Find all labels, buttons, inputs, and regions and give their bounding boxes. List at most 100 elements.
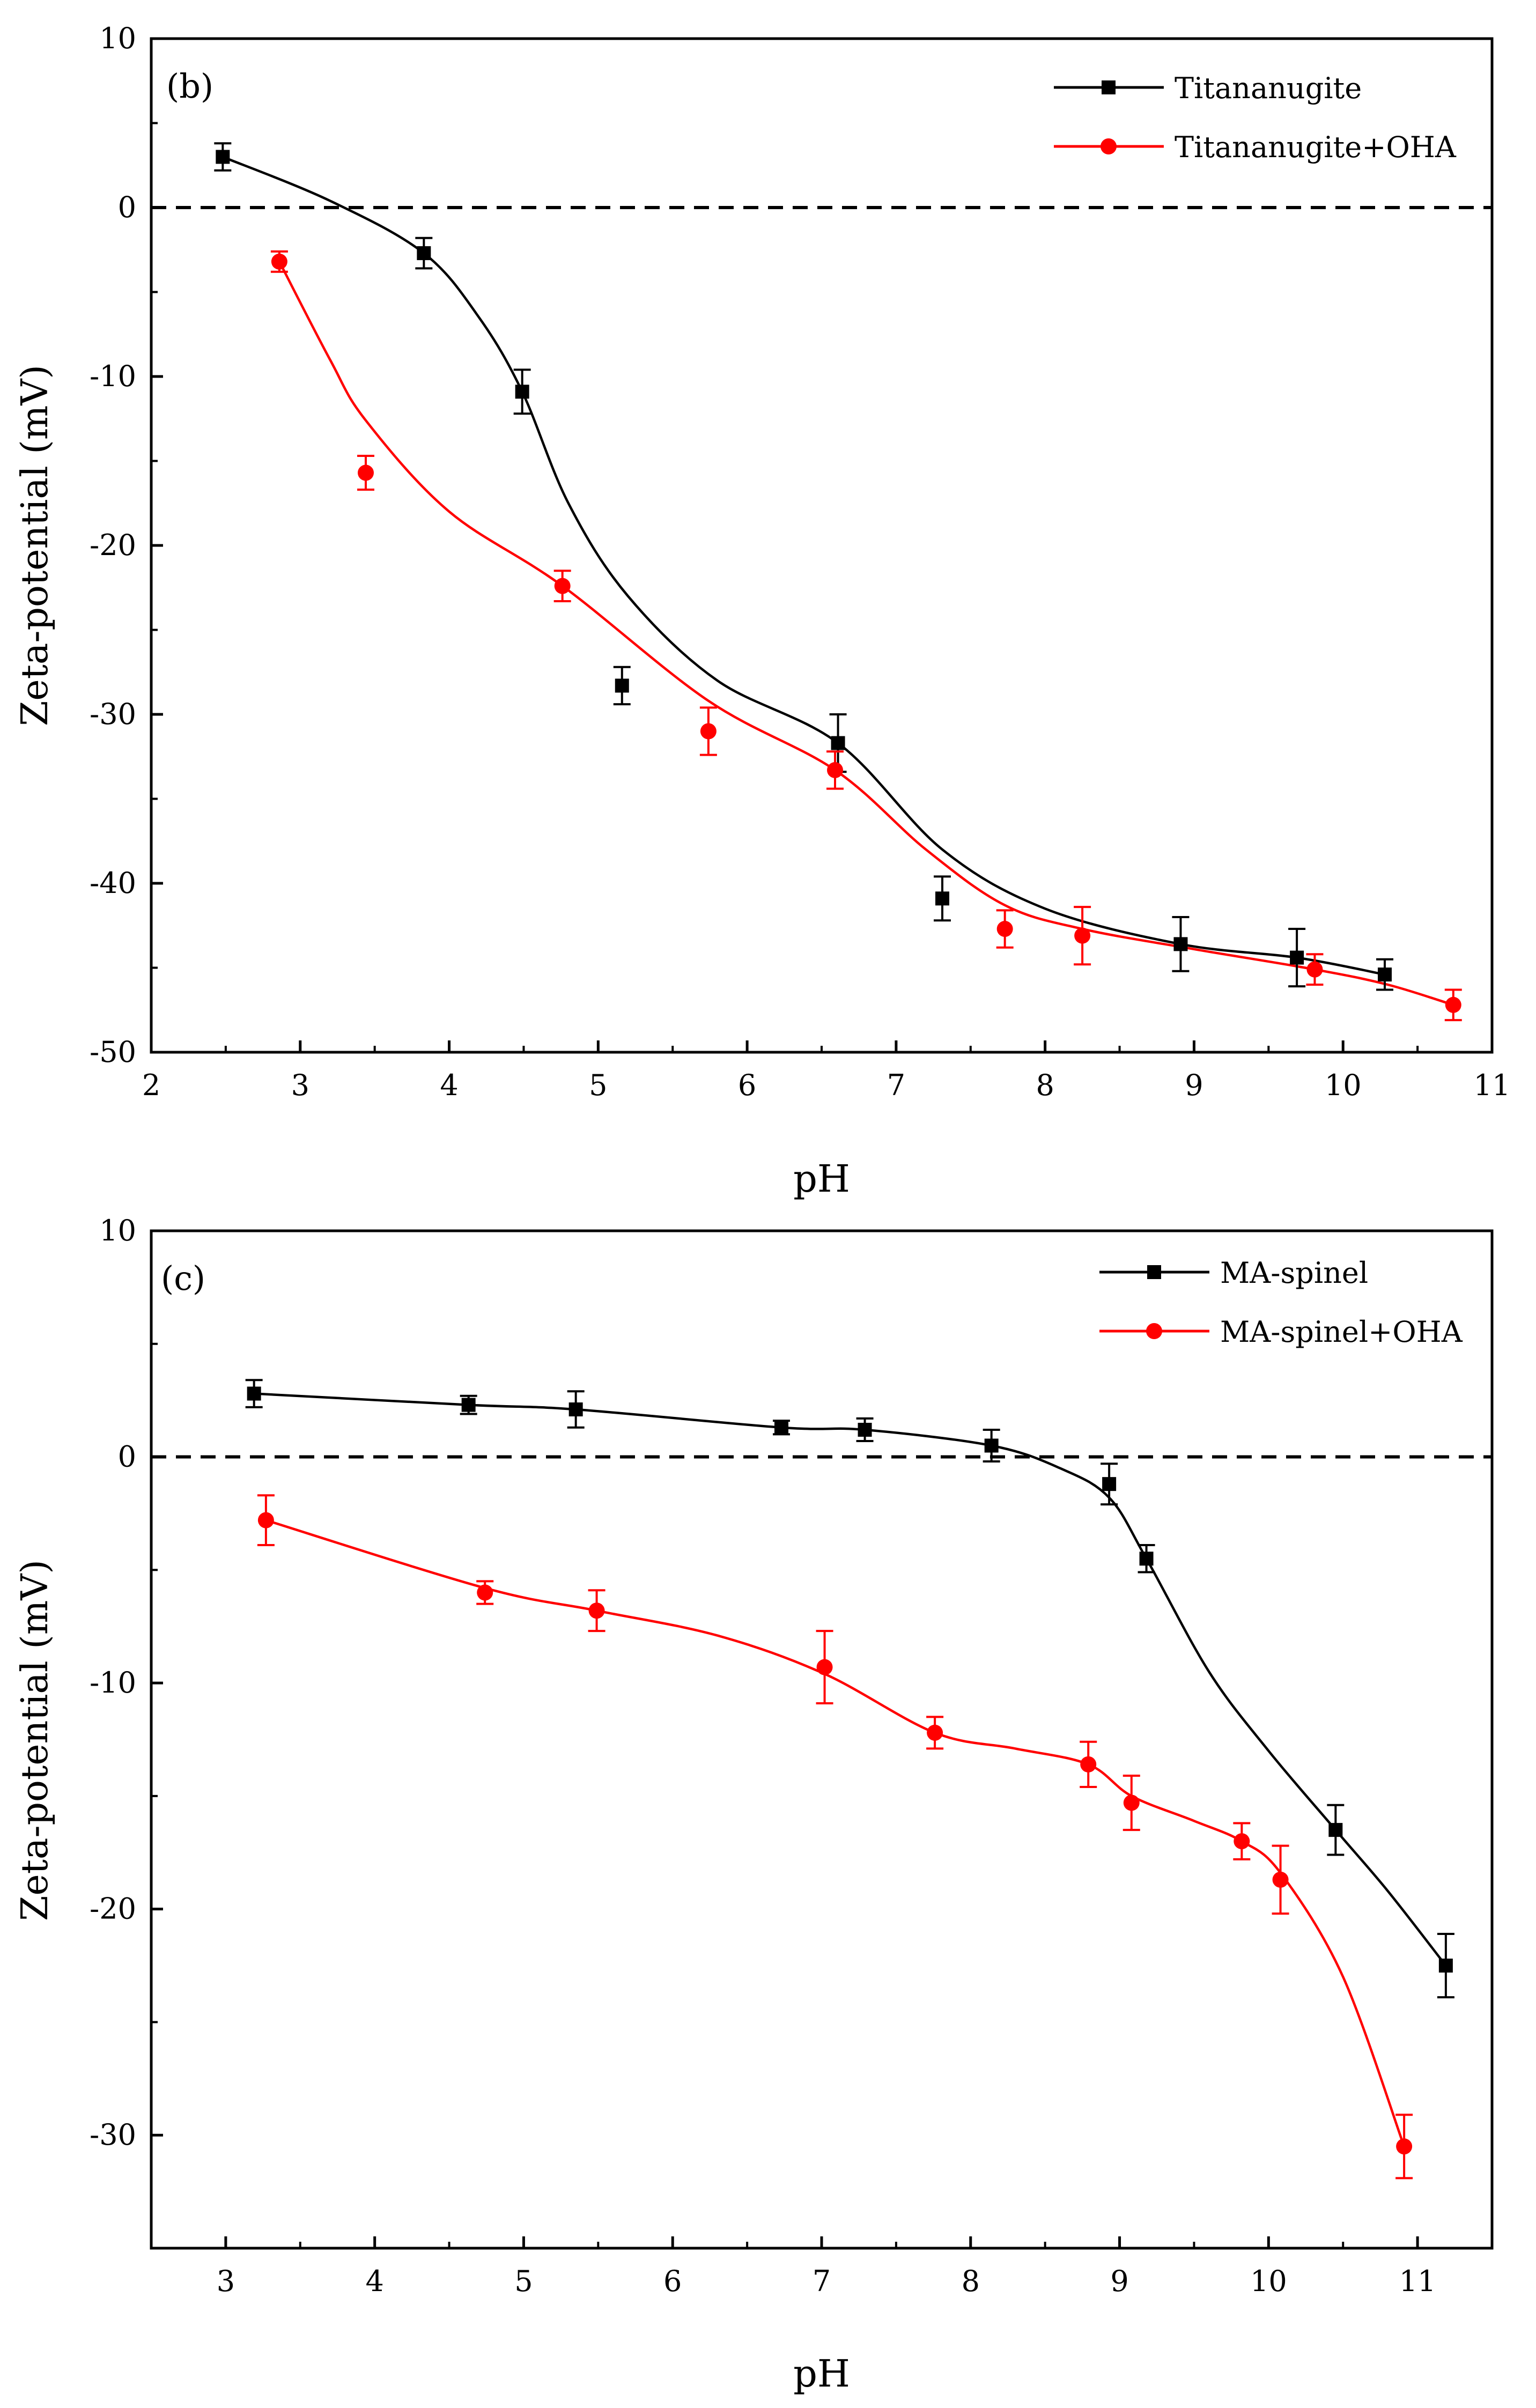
x-tick-label: 3 bbox=[291, 1068, 309, 1102]
point-ma-spinel-oha bbox=[1080, 1756, 1097, 1772]
legend-marker-circle bbox=[1101, 138, 1117, 154]
chart-panel-c: 3 4 5 6 7 8 9 10 11 -30 -20 -10 0 10 (c) Zeta-potenti… bbox=[14, 1214, 1494, 2396]
plot-frame bbox=[150, 1229, 1494, 2250]
y-tick-label: -20 bbox=[90, 528, 136, 562]
point-ma-spinel bbox=[984, 1438, 999, 1453]
chart-panel-b: 2 3 4 5 6 7 8 9 10 11 -50 -40 -30 -20 -10 0 10 (b) Zeta-… bbox=[14, 21, 1510, 1201]
point-titananugite bbox=[417, 246, 431, 261]
curve-ma-spinel bbox=[254, 1392, 1447, 1967]
y-axis-label: Zeta-potential (mV) bbox=[14, 365, 56, 726]
x-tick-label: 2 bbox=[142, 1068, 160, 1102]
point-titananugite bbox=[1378, 967, 1392, 982]
point-ma-spinel-oha bbox=[1123, 1794, 1140, 1811]
x-tick-label: 10 bbox=[1325, 1068, 1362, 1102]
legend-label-ma-spinel: MA-spinel bbox=[1220, 1256, 1368, 1290]
data-markers bbox=[216, 150, 1461, 1013]
panel-label: (b) bbox=[166, 67, 213, 106]
y-axis-label: Zeta-potential (mV) bbox=[14, 1560, 56, 1921]
x-tick-label: 3 bbox=[217, 2264, 235, 2298]
point-ma-spinel bbox=[1328, 1823, 1343, 1837]
legend-label-ma-spinel-oha: MA-spinel+OHA bbox=[1220, 1315, 1463, 1349]
y-tick-label: -40 bbox=[90, 866, 136, 900]
point-ma-spinel bbox=[1139, 1552, 1154, 1566]
point-titananugite bbox=[615, 678, 629, 693]
legend-marker-circle bbox=[1146, 1323, 1162, 1339]
x-tick-label: 8 bbox=[1036, 1068, 1054, 1102]
error-bars bbox=[214, 142, 1462, 1022]
curve-titananugite bbox=[222, 156, 1385, 976]
point-ma-spinel bbox=[774, 1420, 788, 1435]
point-ma-spinel bbox=[461, 1398, 476, 1412]
curve-ma-spinel-oha bbox=[265, 1519, 1406, 2147]
legend-marker-square bbox=[1147, 1265, 1161, 1279]
curve-titananugite-oha bbox=[278, 261, 1454, 1006]
point-titananugite-oha bbox=[1445, 996, 1461, 1013]
point-ma-spinel bbox=[858, 1422, 872, 1437]
point-titananugite-oha bbox=[1074, 927, 1091, 944]
plot-frame bbox=[150, 37, 1494, 1054]
point-titananugite bbox=[831, 736, 845, 750]
point-titananugite bbox=[1173, 937, 1188, 951]
point-ma-spinel bbox=[568, 1402, 583, 1417]
y-tick-label: -20 bbox=[90, 1892, 136, 1926]
point-ma-spinel-oha bbox=[816, 1659, 833, 1675]
axis-ticks: 3 4 5 6 7 8 9 10 11 -30 -20 -10 0 10 bbox=[90, 1214, 1436, 2298]
x-tick-label: 11 bbox=[1399, 2264, 1436, 2298]
x-tick-label: 9 bbox=[1110, 2264, 1128, 2298]
x-tick-label: 5 bbox=[589, 1068, 607, 1102]
point-titananugite-oha bbox=[827, 762, 843, 778]
legend-label-titananugite-oha: Titananugite+OHA bbox=[1175, 130, 1457, 164]
x-tick-label: 9 bbox=[1185, 1068, 1203, 1102]
point-ma-spinel bbox=[1102, 1477, 1117, 1491]
y-tick-label: -50 bbox=[90, 1035, 136, 1069]
legend: MA-spinel MA-spinel+OHA bbox=[1099, 1256, 1463, 1349]
x-tick-label: 10 bbox=[1250, 2264, 1287, 2298]
x-axis-label: pH bbox=[793, 1157, 850, 1201]
x-tick-label: 4 bbox=[365, 2264, 383, 2298]
y-tick-label: 0 bbox=[118, 1440, 136, 1474]
point-ma-spinel-oha bbox=[257, 1512, 274, 1528]
point-titananugite-oha bbox=[700, 723, 717, 740]
data-markers bbox=[247, 1386, 1453, 2155]
point-titananugite-oha bbox=[358, 464, 374, 481]
point-ma-spinel-oha bbox=[1272, 1871, 1289, 1888]
legend-label-titananugite: Titananugite bbox=[1175, 71, 1362, 105]
x-tick-label: 7 bbox=[813, 2264, 831, 2298]
x-tick-label: 5 bbox=[514, 2264, 533, 2298]
y-tick-label: -30 bbox=[90, 697, 136, 731]
point-ma-spinel bbox=[1438, 1959, 1453, 1973]
y-tick-label: -30 bbox=[90, 2118, 136, 2152]
point-ma-spinel-oha bbox=[588, 1602, 605, 1619]
point-titananugite-oha bbox=[554, 578, 571, 594]
point-titananugite-oha bbox=[1306, 961, 1323, 978]
point-titananugite-oha bbox=[996, 921, 1013, 937]
point-titananugite bbox=[515, 385, 529, 399]
point-titananugite bbox=[1290, 950, 1304, 965]
x-tick-label: 11 bbox=[1474, 1068, 1511, 1102]
y-tick-label: 10 bbox=[99, 1214, 136, 1247]
point-titananugite-oha bbox=[271, 253, 287, 270]
y-tick-label: 10 bbox=[99, 21, 136, 55]
legend-marker-square bbox=[1102, 80, 1116, 94]
error-bars bbox=[245, 1379, 1454, 2180]
panel-label: (c) bbox=[161, 1259, 205, 1298]
axis-ticks: 2 3 4 5 6 7 8 9 10 11 -50 -40 -30 -20 -10 0 10 bbox=[90, 21, 1510, 1102]
fit-curves bbox=[222, 156, 1454, 1006]
fit-curves bbox=[254, 1392, 1447, 2147]
legend: Titananugite Titananugite+OHA bbox=[1054, 71, 1457, 164]
x-tick-label: 7 bbox=[887, 1068, 905, 1102]
point-ma-spinel-oha bbox=[1396, 2138, 1413, 2155]
x-tick-label: 6 bbox=[738, 1068, 756, 1102]
point-titananugite bbox=[216, 150, 230, 164]
point-ma-spinel bbox=[247, 1386, 261, 1401]
point-ma-spinel-oha bbox=[927, 1724, 943, 1741]
y-tick-label: -10 bbox=[90, 359, 136, 393]
x-tick-label: 8 bbox=[962, 2264, 980, 2298]
x-tick-label: 6 bbox=[663, 2264, 682, 2298]
x-axis-label: pH bbox=[793, 2352, 850, 2396]
point-ma-spinel-oha bbox=[1234, 1833, 1250, 1850]
y-tick-label: -10 bbox=[90, 1666, 136, 1700]
x-tick-label: 4 bbox=[440, 1068, 458, 1102]
y-tick-label: 0 bbox=[118, 190, 136, 224]
